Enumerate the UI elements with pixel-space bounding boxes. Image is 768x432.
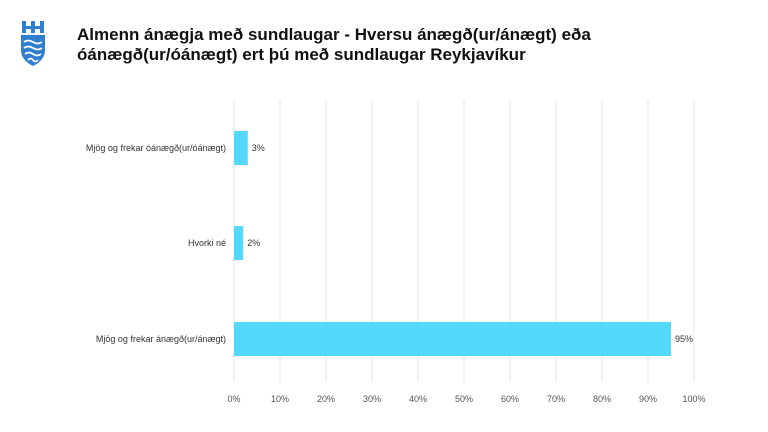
labels: 0% 10% 20% 30% 40% 50% 60% 70% 80% 90% 100% Mjög og… <box>86 143 706 404</box>
x-tick-label: 0% <box>227 394 240 404</box>
data-label: 95% <box>675 334 693 344</box>
x-tick-label: 40% <box>409 394 427 404</box>
bar <box>234 322 671 356</box>
data-label: 3% <box>252 143 265 153</box>
x-tick-label: 70% <box>547 394 565 404</box>
category-label: Hvorki né <box>188 238 226 248</box>
chart-title-line-2: óánægð(ur/óánægt) ert þú með sundlaugar … <box>77 45 526 64</box>
category-label: Mjög og frekar óánægð(ur/óánægt) <box>86 143 226 153</box>
data-label: 2% <box>247 238 260 248</box>
x-tick-label: 90% <box>639 394 657 404</box>
reykjavik-city-logo-icon <box>21 21 45 66</box>
bars <box>234 131 671 356</box>
bar <box>234 131 248 165</box>
chart-title-line-1: Almenn ánægja með sundlaugar - Hversu án… <box>77 25 591 44</box>
bar <box>234 226 244 260</box>
x-tick-label: 50% <box>455 394 473 404</box>
x-tick-label: 80% <box>593 394 611 404</box>
x-tick-label: 30% <box>363 394 381 404</box>
x-tick-label: 100% <box>682 394 705 404</box>
category-label: Mjög og frekar ánægð(ur/ánægt) <box>96 334 226 344</box>
x-tick-label: 10% <box>271 394 289 404</box>
chart-title: Almenn ánægja með sundlaugar - Hversu án… <box>77 25 717 65</box>
x-tick-label: 20% <box>317 394 335 404</box>
x-tick-label: 60% <box>501 394 519 404</box>
